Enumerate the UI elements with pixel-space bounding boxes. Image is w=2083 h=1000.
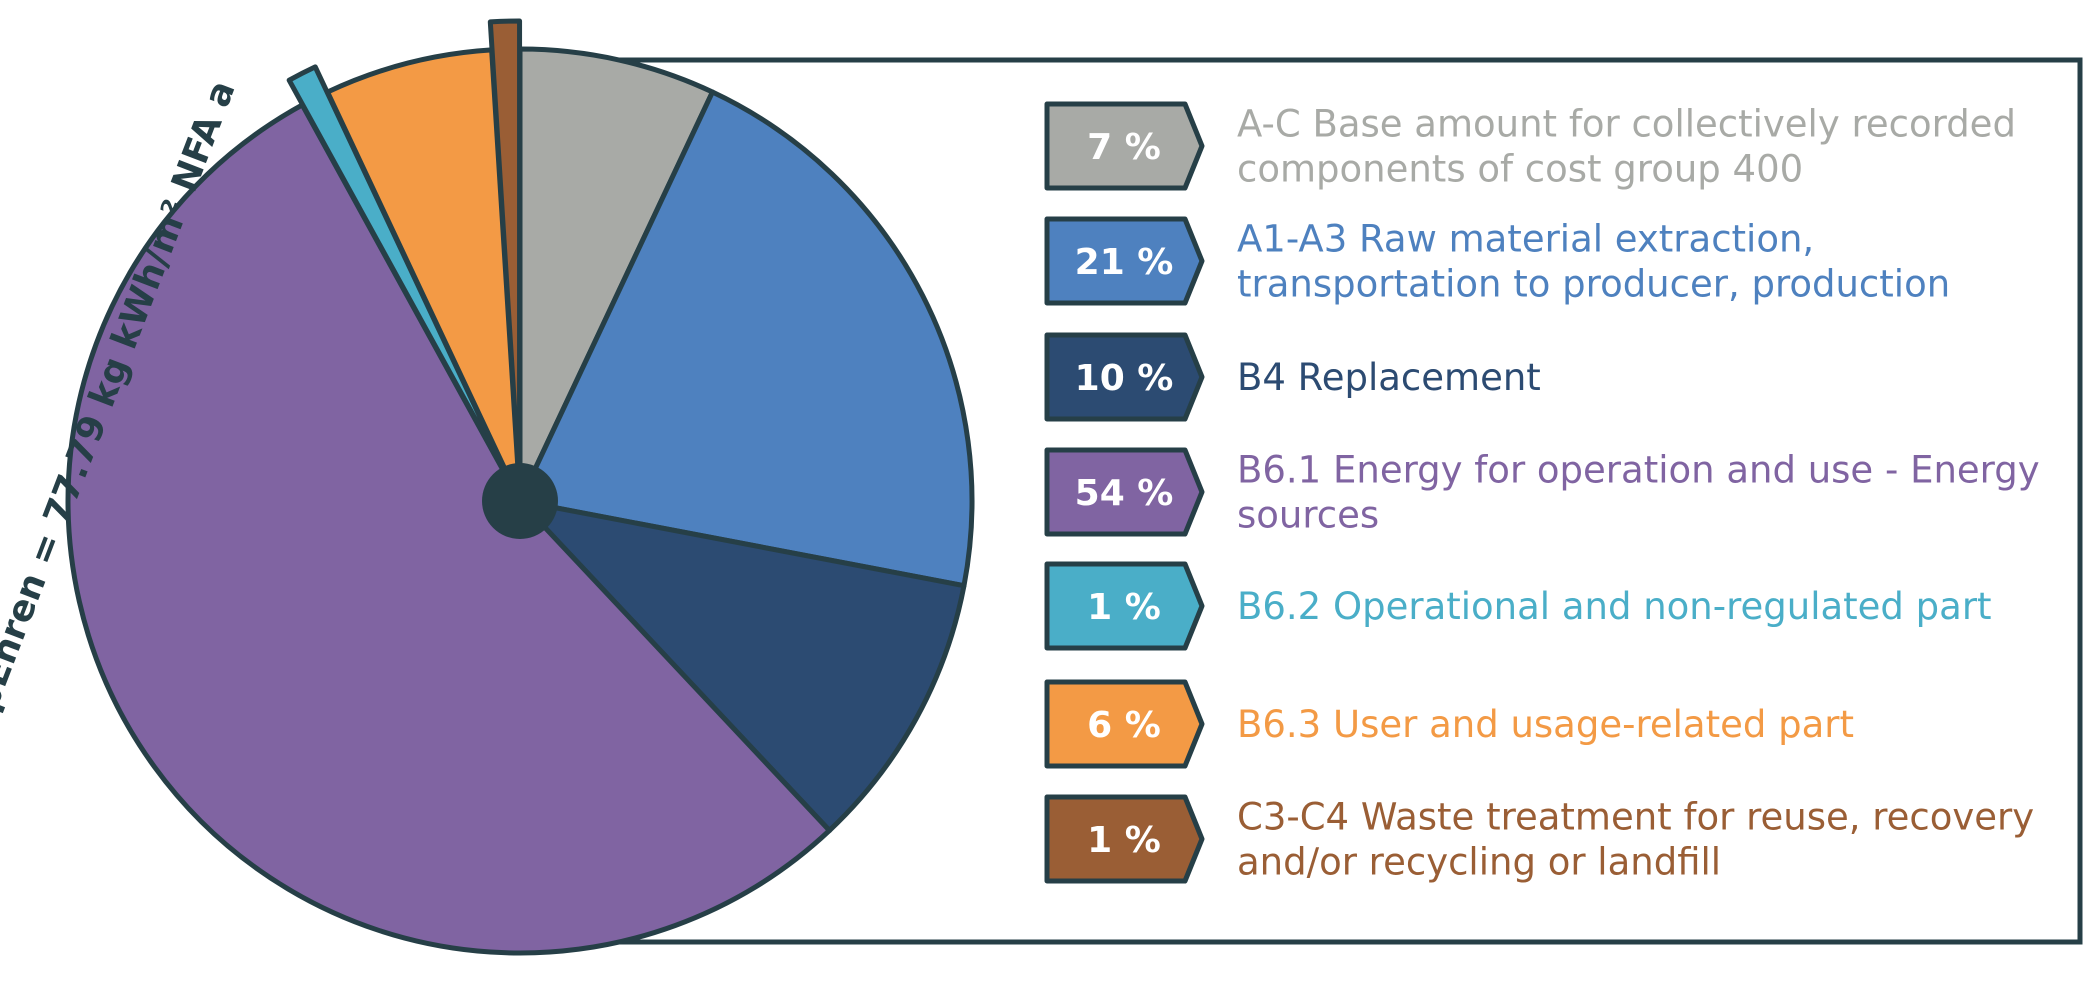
pie-slice-ac bbox=[517, 46, 715, 504]
pie-slice-c3c4 bbox=[487, 18, 523, 490]
pie-center-hub bbox=[482, 463, 558, 539]
legend-label-b63-line-1: B6.3 User and usage-related part bbox=[1237, 703, 1854, 746]
legend-label-ac-line-1: A-C Base amount for collectively recorde… bbox=[1237, 103, 2016, 146]
pie-slice-b61 bbox=[65, 102, 832, 956]
legend-badge-label-b4: 10 % bbox=[1075, 358, 1174, 399]
pie-slice-a1a3 bbox=[517, 89, 975, 589]
legend-badge-b4 bbox=[1044, 332, 1205, 422]
legend-badge-label-b62: 1 % bbox=[1087, 587, 1161, 628]
legend-label-ac-line-2: components of cost group 400 bbox=[1237, 148, 1803, 191]
legend-label-c3c4-line-2: and/or recycling or landfill bbox=[1237, 841, 1721, 884]
legend-label-b61-line-1: B6.1 Energy for operation and use - Ener… bbox=[1237, 449, 2040, 492]
pie-slice-b63 bbox=[325, 47, 523, 504]
legend-badge-ac bbox=[1044, 101, 1205, 191]
legend-badge-a1a3 bbox=[1044, 216, 1205, 306]
legend-label-a1a3-line-1: A1-A3 Raw material extraction, bbox=[1237, 218, 1814, 261]
legend-badge-label-b61: 54 % bbox=[1075, 473, 1174, 514]
legend-badge-b61 bbox=[1044, 447, 1205, 537]
legend-badge-label-ac: 7 % bbox=[1087, 127, 1161, 168]
legend-label-c3c4-line-1: C3-C4 Waste treatment for reuse, recover… bbox=[1237, 796, 2034, 839]
legend-badge-label-b63: 6 % bbox=[1087, 705, 1161, 746]
pie-slice-b62 bbox=[286, 64, 517, 492]
legend-label-a1a3-line-2: transportation to producer, production bbox=[1237, 263, 1950, 306]
legend-label-b61-line-2: sources bbox=[1237, 494, 1379, 537]
legend-badge-c3c4 bbox=[1044, 794, 1205, 884]
pie-slices bbox=[65, 18, 975, 956]
legend-badge-b63 bbox=[1044, 679, 1205, 769]
legend-label-b4-line-1: B4 Replacement bbox=[1237, 356, 1541, 399]
legend-label-b62-line-1: B6.2 Operational and non-regulated part bbox=[1237, 585, 1992, 628]
legend: 7 % A-C Base amount for collectively reco… bbox=[1044, 101, 2040, 884]
legend-badge-label-c3c4: 1 % bbox=[1087, 820, 1161, 861]
legend-badge-b62 bbox=[1044, 561, 1205, 651]
legend-badge-label-a1a3: 21 % bbox=[1075, 242, 1174, 283]
pie-slice-b4 bbox=[517, 498, 967, 833]
